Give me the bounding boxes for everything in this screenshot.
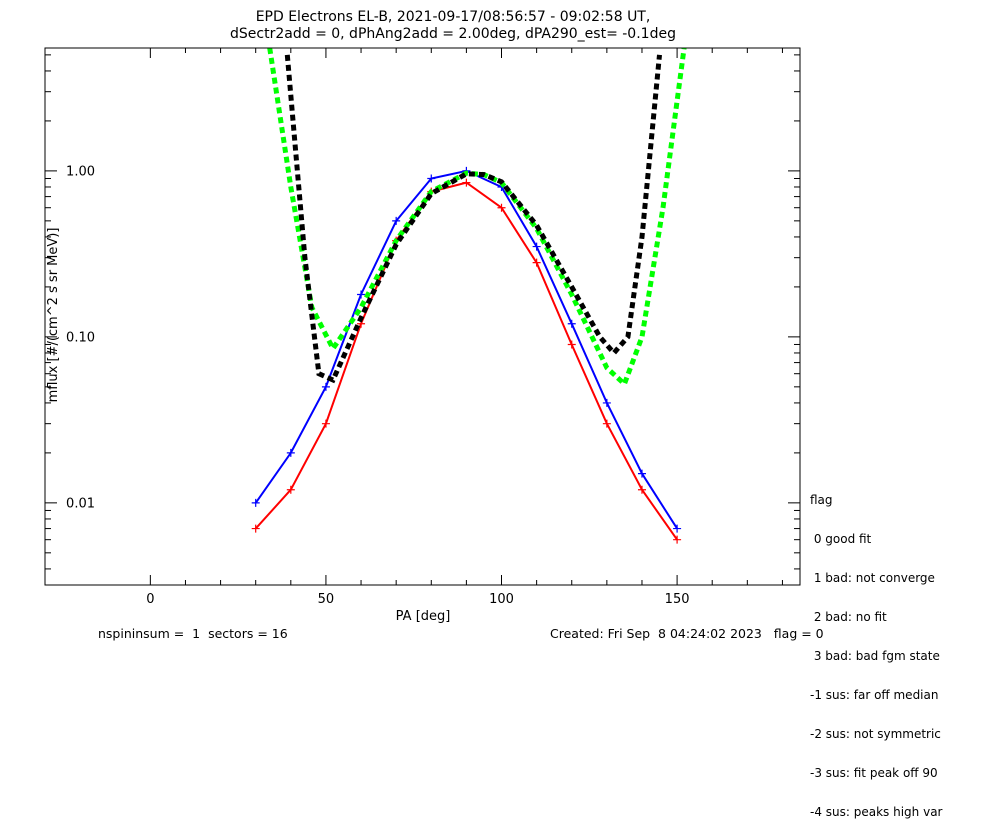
legend-item: 2 bad: no fit — [810, 610, 887, 624]
series-line-0 — [254, 181, 678, 541]
data-point — [673, 535, 682, 544]
plot-frame — [44, 47, 801, 586]
x-tick-label: 150 — [665, 592, 690, 607]
legend-item: -1 sus: far off median — [810, 688, 939, 702]
flag-legend: flag 0 good fit 1 bad: not converge 2 ba… — [810, 468, 942, 832]
data-point — [251, 524, 260, 533]
data-point — [321, 382, 330, 391]
x-tick-label: 0 — [146, 592, 154, 607]
data-point — [532, 258, 541, 267]
series-line-3 — [284, 54, 662, 384]
data-point — [321, 419, 330, 428]
data-point — [497, 203, 506, 212]
x-axis-label: PA [deg] — [396, 609, 451, 624]
legend-item: -4 sus: peaks high var — [810, 805, 943, 819]
data-point — [532, 242, 541, 251]
data-point — [427, 174, 436, 183]
legend-item: -3 sus: fit peak off 90 — [810, 766, 938, 780]
legend-title: flag — [810, 493, 833, 507]
footer-left: nspininsum = 1 sectors = 16 — [98, 626, 288, 641]
data-point — [462, 178, 471, 187]
series-layer — [251, 47, 687, 544]
data-point — [602, 419, 611, 428]
y-axis-label: mflux [#/(cm^2 s sr MeV)] — [46, 228, 61, 403]
series-line-2 — [267, 47, 687, 389]
legend-item: -2 sus: not symmetric — [810, 727, 941, 741]
data-point — [286, 448, 295, 457]
data-point — [286, 485, 295, 494]
legend-item: 3 bad: bad fgm state — [810, 649, 940, 663]
legend-item: 1 bad: not converge — [810, 571, 935, 585]
footer-right: Created: Fri Sep 8 04:24:02 2023 flag = … — [550, 626, 824, 641]
y-tick-label: 0.10 — [66, 330, 95, 345]
y-tick-label: 0.01 — [66, 496, 95, 511]
y-tick-label: 1.00 — [66, 164, 95, 179]
x-tick-label: 50 — [318, 592, 335, 607]
legend-item: 0 good fit — [810, 532, 872, 546]
data-point — [251, 498, 260, 507]
chart-subtitle: dSectr2add = 0, dPhAng2add = 2.00deg, dP… — [230, 26, 676, 42]
data-point — [602, 398, 611, 407]
axis-layer: 0 50 100 150 0.01 0.10 1.00 — [45, 48, 800, 607]
data-point — [673, 524, 682, 533]
x-tick-label: 100 — [489, 592, 514, 607]
data-point — [637, 485, 646, 494]
chart-title: EPD Electrons EL-B, 2021-09-17/08:56:57 … — [256, 9, 651, 25]
data-point — [567, 319, 576, 328]
pa-spectrum-chart: EPD Electrons EL-B, 2021-09-17/08:56:57 … — [44, 9, 801, 624]
data-point — [357, 290, 366, 299]
data-point — [392, 216, 401, 225]
data-point — [637, 469, 646, 478]
data-point — [567, 340, 576, 349]
